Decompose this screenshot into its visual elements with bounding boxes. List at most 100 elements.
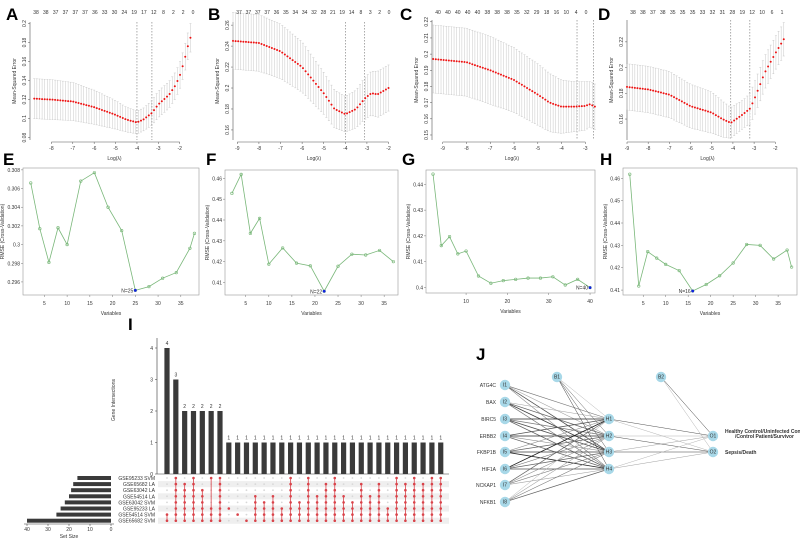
gene-label: BIRC5 [481,417,496,423]
rmse-point [350,252,354,256]
mse-point [377,93,380,96]
mse-point [636,87,639,90]
input-node [499,463,511,475]
matrix-dot-empty [254,483,257,485]
matrix-dot-filled [333,513,337,516]
mse-point [82,103,85,106]
matrix-dot-empty [245,477,248,479]
matrix-dot-empty [166,501,168,504]
top-count-label: 35 [514,10,520,16]
mse-point [173,85,176,88]
input-node [499,430,511,442]
mse-point [273,47,276,50]
panel-label: D [598,5,610,24]
x-tick-label: -9 [235,146,240,152]
set-name-label: GSE65682 LA [123,482,156,488]
matrix-dot-filled [430,519,434,522]
y-axis-label: RMSE (Cross-Validation) [205,204,211,260]
top-count-label: 6 [771,10,774,16]
y-tick-label: 2 [150,409,153,415]
mse-point [322,92,325,95]
intersection-count-label: 2 [183,404,186,410]
top-count-label: 21 [330,10,336,16]
mse-point [307,73,310,76]
rmse-point [38,227,42,231]
matrix-dot-filled [333,482,337,486]
matrix-dot-empty [272,483,274,485]
matrix-dot-filled [262,501,266,504]
mse-point [777,47,780,50]
matrix-dot-filled [404,519,407,522]
mse-point [748,107,751,110]
intersection-count-label: 1 [236,436,239,442]
mse-point [709,111,712,114]
mse-point [628,86,631,89]
mse-point [706,110,709,113]
mse-point [583,104,586,107]
mse-point [106,110,109,113]
y-axis-label: Mean-Squared Error [215,58,221,104]
matrix-dot-empty [201,477,204,479]
x-tick-label: 30 [155,301,161,307]
mse-point [74,101,77,104]
mse-point [309,76,312,79]
rmse-point [56,226,60,230]
mse-point [150,112,153,115]
matrix-dot-filled [254,519,257,522]
mse-point [35,97,38,100]
matrix-dot-filled [298,519,301,522]
x-tick-label: 15 [87,301,93,307]
matrix-dot-empty [404,477,407,479]
top-count-label: 36 [274,10,280,16]
mse-point [111,112,114,115]
x-tick-label: 35 [775,301,781,307]
panel-label: J [476,345,485,364]
matrix-row-stripe [158,517,449,524]
mse-point [113,113,116,116]
matrix-dot-filled [289,507,292,510]
matrix-dot-filled [209,507,213,510]
y-tick-label: 0.306 [7,187,20,193]
mse-point [250,41,253,44]
edge-input-hidden [504,384,610,420]
mse-point [546,100,549,103]
y-tick-label: 0.22 [225,62,231,72]
x-axis-label: Variables [301,311,322,317]
set-size-tick-label: 20 [66,527,72,533]
matrix-dot-filled [218,488,222,492]
intersection-bar [226,442,232,474]
mse-point [667,93,670,96]
rmse-point [563,283,567,287]
mse-point [260,42,263,45]
matrix-dot-filled [280,507,284,510]
mse-point [497,72,500,75]
matrix-dot-filled [386,513,390,516]
mse-point [69,100,72,103]
panel-label: A [6,5,18,24]
mse-point [447,59,450,62]
intersection-bar [296,442,303,474]
matrix-dot-filled [324,495,328,498]
matrix-dot-filled [359,495,363,498]
matrix-dot-empty [236,519,239,522]
top-count-label: 2 [172,10,175,16]
matrix-dot-empty [227,483,230,485]
rmse-point [79,179,83,183]
intersection-count-label: 1 [289,436,292,442]
matrix-dot-filled [404,507,407,510]
matrix-dot-filled [368,495,372,498]
matrix-dot-filled [165,519,169,522]
matrix-dot-empty [351,495,354,498]
top-count-label: 8 [359,10,362,16]
matrix-dot-empty [166,483,168,485]
matrix-dot-filled [289,476,292,480]
gene-label: ERBB2 [480,434,497,440]
set-name-label: GSE54514 LA [123,494,156,500]
rmse-point [476,274,481,278]
input-node [499,496,511,508]
mse-point [740,113,743,116]
matrix-dot-filled [359,519,363,522]
matrix-dot-empty [280,483,283,485]
matrix-dot-filled [359,507,363,510]
mse-point [160,100,163,103]
